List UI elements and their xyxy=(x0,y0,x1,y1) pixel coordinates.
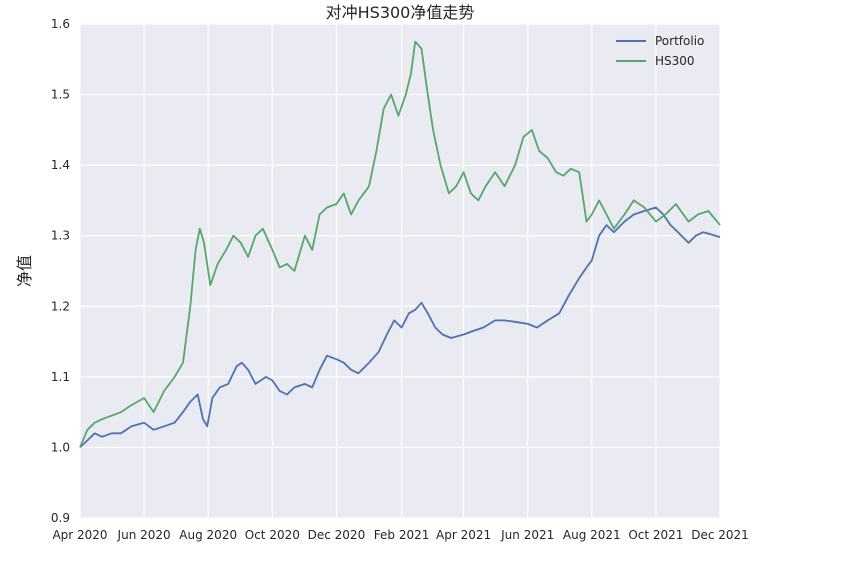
series-layer xyxy=(79,40,721,449)
y-axis-label: 净值 xyxy=(15,255,34,287)
y-tick-label: 1.1 xyxy=(51,370,70,384)
x-tick-label: Oct 2020 xyxy=(245,528,300,542)
y-tick-label: 1.4 xyxy=(51,158,70,172)
legend-label: HS300 xyxy=(655,54,695,68)
x-tick-label: Jun 2020 xyxy=(117,528,171,542)
chart-title: 对冲HS300净值走势 xyxy=(326,3,475,22)
x-tick-label: Dec 2021 xyxy=(691,528,749,542)
x-tick-label: Apr 2021 xyxy=(436,528,491,542)
y-tick-label: 1.6 xyxy=(51,17,70,31)
y-tick-label: 1.2 xyxy=(51,299,70,313)
legend: Portfolio HS300 xyxy=(616,34,704,68)
legend-label: Portfolio xyxy=(655,34,704,48)
x-tick-label: Aug 2021 xyxy=(563,528,621,542)
x-tick-label: Jun 2021 xyxy=(500,528,554,542)
x-tick-label: Feb 2021 xyxy=(374,528,430,542)
x-tick-label: Oct 2021 xyxy=(628,528,683,542)
y-tick-label: 1.5 xyxy=(51,88,70,102)
series-line-portfolio xyxy=(79,206,721,449)
x-tick-label: Dec 2020 xyxy=(308,528,366,542)
series-line-hs300 xyxy=(79,40,721,448)
y-tick-label: 1.0 xyxy=(51,440,70,454)
tick-labels: 0.9 1.0 1.1 1.2 1.3 1.4 1.5 1.6 Apr 2020 Jun 2020… xyxy=(51,17,749,542)
x-tick-label: Aug 2020 xyxy=(179,528,237,542)
plot-area xyxy=(80,24,720,518)
y-tick-label: 0.9 xyxy=(51,511,70,525)
y-tick-label: 1.3 xyxy=(51,229,70,243)
grid-lines xyxy=(79,23,721,519)
x-tick-label: Apr 2020 xyxy=(52,528,107,542)
